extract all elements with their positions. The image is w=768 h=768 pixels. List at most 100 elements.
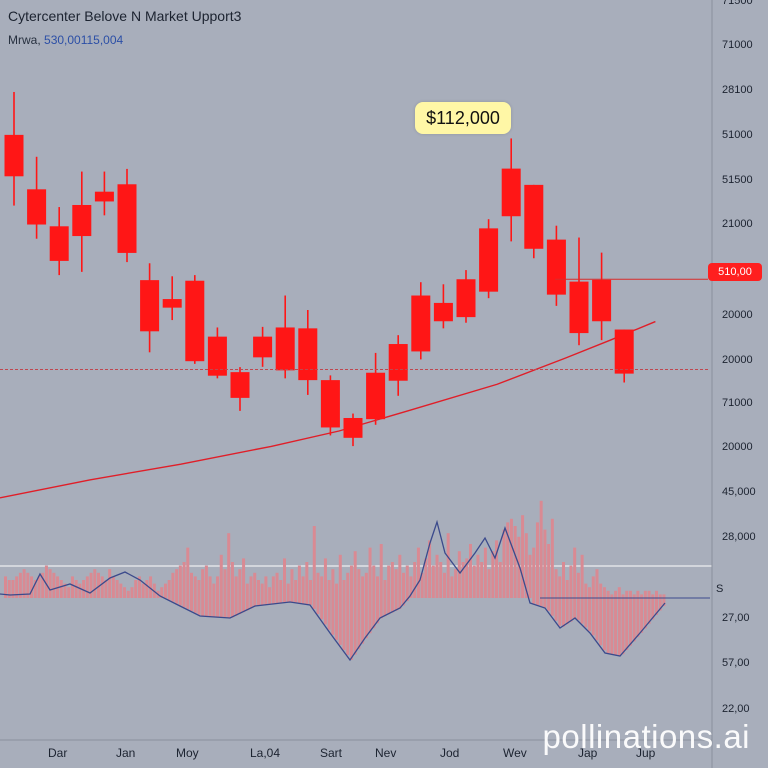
volume-bar	[30, 576, 34, 598]
histogram-bar	[271, 598, 275, 605]
price-tick-label: 20000	[722, 354, 753, 366]
volume-bar	[342, 580, 346, 598]
candle-body	[366, 372, 386, 420]
histogram-bar	[402, 598, 406, 606]
volume-bar	[383, 580, 387, 598]
price-tick-label: 71000	[722, 397, 753, 409]
volume-bar	[82, 580, 86, 598]
volume-bar	[524, 533, 528, 598]
volume-bar	[346, 572, 350, 598]
volume-bar	[614, 590, 618, 598]
histogram-bar	[562, 598, 565, 627]
volume-bar	[450, 576, 454, 598]
volume-bar	[245, 583, 249, 598]
candle-body	[433, 302, 453, 322]
volume-bar	[126, 590, 130, 598]
histogram-bar	[167, 598, 171, 600]
histogram-bar	[357, 598, 361, 650]
volume-bar	[550, 518, 554, 598]
volume-bar	[558, 576, 562, 598]
histogram-bar	[297, 598, 301, 604]
volume-bar	[628, 590, 632, 598]
volume-bar	[595, 569, 599, 598]
volume-bar	[472, 565, 476, 598]
histogram-bar	[372, 598, 376, 629]
volume-bar	[63, 583, 67, 598]
volume-bar	[368, 547, 372, 598]
candle-body	[207, 336, 227, 376]
histogram-bar	[256, 598, 260, 606]
price-tick-label: 21000	[722, 218, 753, 230]
histogram-bar	[550, 598, 554, 616]
volume-bar	[59, 580, 63, 598]
histogram-bar	[219, 598, 223, 618]
histogram-bar	[320, 598, 324, 620]
histogram-bar	[584, 598, 588, 628]
volume-bar	[294, 580, 298, 598]
histogram-bar	[294, 598, 298, 603]
volume-bar	[256, 580, 260, 598]
histogram-bar	[602, 598, 606, 651]
volume-bar	[428, 540, 432, 598]
time-tick-label: La,04	[250, 746, 280, 760]
volume-bar	[223, 569, 227, 598]
histogram-bar	[539, 598, 543, 607]
candle-body	[569, 281, 589, 334]
histogram-bar	[286, 598, 290, 603]
time-tick-label: Jup	[636, 746, 656, 760]
volume-bar	[7, 580, 11, 598]
histogram-bar	[614, 598, 618, 655]
volume-bar	[569, 565, 573, 598]
volume-bar	[11, 580, 15, 598]
histogram-bar	[312, 598, 316, 609]
candle-body	[140, 280, 160, 332]
histogram-bar	[204, 598, 208, 617]
histogram-bar	[658, 598, 662, 611]
histogram-bar	[383, 598, 387, 617]
candle-body	[411, 295, 431, 352]
volume-bar	[413, 562, 417, 598]
time-tick-label: Dar	[48, 746, 67, 760]
volume-bar	[74, 580, 78, 598]
volume-bar	[446, 533, 450, 598]
oscillator-tick-label: 22,00	[722, 703, 750, 715]
histogram-bar	[565, 598, 569, 625]
volume-bar	[506, 522, 510, 598]
volume-bar	[457, 551, 461, 598]
volume-bar	[535, 522, 539, 598]
histogram-bar	[361, 598, 365, 644]
histogram-bar	[245, 598, 249, 611]
histogram-bar	[186, 598, 190, 610]
volume-bar	[647, 590, 651, 598]
chart-title: Cytercenter Belove N Market Upport3	[8, 8, 242, 24]
volume-bar	[178, 565, 182, 598]
histogram-bar	[588, 598, 592, 632]
volume-bar	[376, 576, 379, 598]
histogram-bar	[379, 598, 383, 619]
volume-bar	[588, 587, 592, 598]
rising-trend-line	[0, 320, 656, 499]
histogram-bar	[576, 598, 580, 620]
volume-bar	[93, 569, 97, 598]
histogram-bar	[398, 598, 402, 609]
volume-bar	[242, 558, 246, 598]
histogram-bar	[547, 598, 551, 611]
volume-bar	[305, 562, 309, 598]
volume-bar	[279, 580, 283, 598]
volume-bar	[97, 572, 100, 598]
volume-bar	[335, 583, 339, 598]
volume-bar	[48, 569, 52, 598]
volume-bar	[197, 580, 201, 598]
volume-bar	[312, 526, 316, 598]
volume-bar	[297, 565, 301, 598]
volume-bar	[44, 565, 48, 598]
volume-bar	[137, 576, 141, 598]
histogram-bar	[580, 598, 584, 624]
volume-bar	[357, 569, 361, 598]
histogram-bar	[543, 598, 547, 608]
volume-bar	[591, 576, 595, 598]
volume-bar	[658, 594, 662, 598]
candle-body	[230, 372, 250, 398]
histogram-bar	[636, 598, 640, 638]
